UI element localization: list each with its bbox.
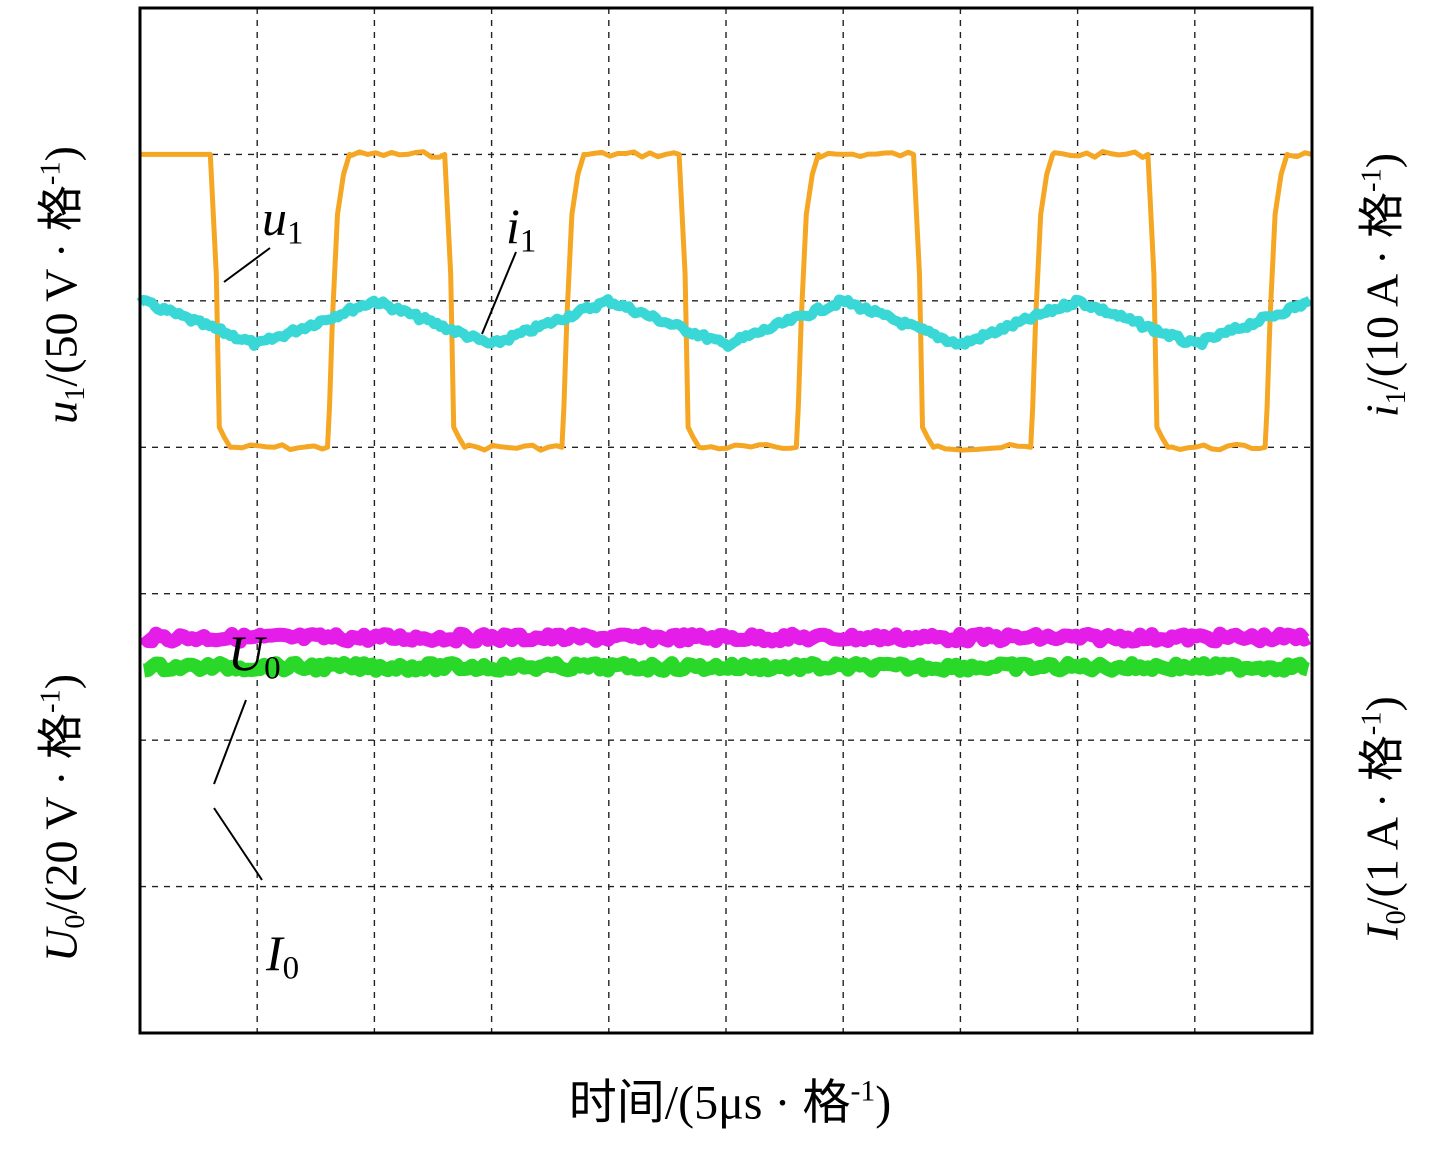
y-label-right-upper-unit: /(10 A · 格 [1356, 191, 1408, 391]
y-label-left-lower-exp: -1 [35, 689, 67, 714]
annotation-i1: i1 [506, 201, 536, 258]
waveform-traces [136, 149, 1313, 678]
annotation-U0-var: U [228, 625, 265, 681]
y-label-right-upper-close: ) [1356, 152, 1408, 169]
y-label-left-lower-unit: /(20 V · 格 [35, 713, 87, 915]
x-axis-label: 时间/(5μs · 格-1) [568, 1074, 892, 1130]
series-I0-trace [141, 656, 1311, 678]
y-label-right-upper-exp: -1 [1356, 168, 1388, 192]
y-label-right-upper-var: i [1356, 404, 1408, 418]
y-label-left-lower: U0/(20 V · 格-1) [35, 673, 91, 963]
series-i1-trace [136, 294, 1313, 352]
x-axis-label-exp: -1 [850, 1074, 876, 1108]
leader-u1 [223, 247, 271, 283]
x-axis-label-text: 时间/(5μs · 格 [568, 1076, 851, 1130]
y-label-right-upper-sub: 1 [1380, 390, 1412, 405]
annotation-i1-sub: 1 [519, 223, 537, 260]
y-label-right-lower: I0/(1 A · 格-1) [1356, 696, 1412, 940]
y-label-right-upper: i1/(10 A · 格-1) [1356, 152, 1412, 418]
annotation-i1-var: i [506, 198, 520, 254]
y-label-right-lower-exp: -1 [1356, 711, 1388, 736]
x-axis-label-close: ) [875, 1076, 892, 1130]
y-label-left-upper-var: u [35, 400, 87, 424]
y-label-right-lower-sub: 0 [1380, 910, 1412, 925]
leader-U0 [213, 699, 247, 785]
y-label-right-lower-var: I [1356, 924, 1408, 940]
y-label-left-lower-var: U [35, 928, 87, 963]
annotation-U0: U0 [228, 628, 281, 685]
annotation-u1: u1 [262, 193, 304, 250]
y-label-left-upper-sub: 1 [59, 386, 91, 401]
leader-I0 [213, 807, 263, 881]
y-label-right-lower-close: ) [1356, 696, 1408, 712]
y-label-left-upper-exp: -1 [35, 161, 67, 186]
grid-lines [140, 8, 1312, 1033]
annotation-I0: I0 [266, 928, 299, 985]
y-label-left-upper-close: ) [35, 146, 87, 162]
annotation-u1-sub: 1 [287, 215, 304, 252]
y-label-left-lower-sub: 0 [59, 914, 91, 929]
annotation-I0-sub: 0 [282, 950, 300, 987]
leader-i1 [481, 251, 517, 335]
y-label-left-lower-close: ) [35, 673, 87, 690]
annotation-I0-var: I [266, 925, 283, 981]
annotation-U0-sub: 0 [264, 650, 281, 687]
annotation-u1-var: u [262, 190, 287, 246]
y-label-left-upper-unit: /(50 V · 格 [35, 185, 87, 387]
series-u1-trace [140, 149, 1313, 453]
y-label-left-upper: u1/(50 V · 格-1) [35, 146, 91, 424]
y-label-right-lower-unit: /(1 A · 格 [1356, 735, 1408, 911]
plot-frame [138, 6, 1314, 1035]
series-U0-trace [138, 626, 1312, 649]
annotation-leaders [213, 247, 517, 881]
